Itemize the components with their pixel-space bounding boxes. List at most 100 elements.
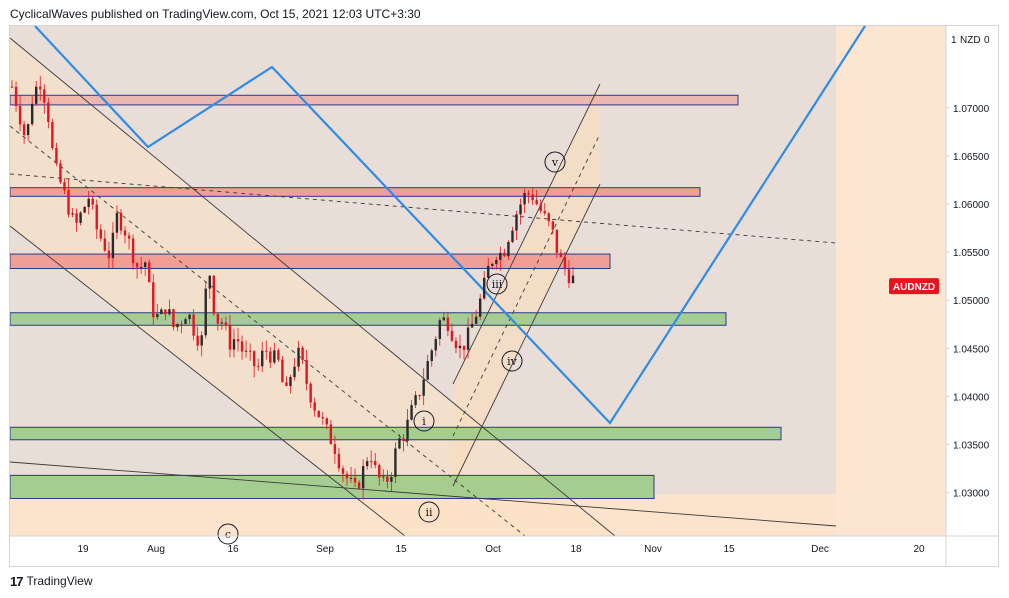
- x-tick-label: 20: [913, 544, 925, 555]
- x-tick-label: Dec: [811, 544, 829, 555]
- candle-body: [224, 322, 228, 326]
- candle-body: [43, 89, 46, 103]
- wave-label-iv: iv: [507, 355, 518, 368]
- candle-body: [527, 192, 530, 195]
- green-zone[interactable]: [10, 312, 727, 326]
- red-zone[interactable]: [10, 94, 739, 106]
- candle-body: [374, 461, 377, 466]
- descending-channel-upper[interactable]: [10, 37, 616, 537]
- candle-body: [503, 252, 506, 257]
- price-tag: AUDNZD: [889, 278, 939, 295]
- y-tick-label: 1.05500: [953, 248, 990, 259]
- candle-body: [107, 250, 111, 259]
- red-zone[interactable]: [10, 187, 701, 197]
- candle-body: [357, 482, 361, 489]
- candle-body: [386, 476, 389, 482]
- candle-body: [531, 194, 534, 201]
- footer-branding[interactable]: 17 TradingView: [10, 570, 93, 592]
- x-tick-label: Sep: [316, 544, 334, 555]
- candle-body: [499, 252, 502, 260]
- candle-body: [434, 338, 437, 351]
- candle-body: [543, 210, 546, 214]
- candle-body: [370, 461, 373, 463]
- candle-body: [430, 350, 433, 362]
- candle-body: [293, 366, 296, 378]
- chart-frame[interactable]: i ii iii iv v c 1 NZD 0 1.07000 1.06500 1.06000…: [9, 25, 999, 567]
- candle-body: [139, 266, 143, 268]
- candle-body: [75, 213, 78, 223]
- candle-body: [402, 438, 405, 441]
- candle-body: [71, 213, 74, 215]
- candle-body: [127, 235, 131, 239]
- ascending-channel-upper[interactable]: [452, 83, 601, 385]
- candle-body: [51, 121, 54, 148]
- candle-body: [563, 256, 567, 270]
- candle-body: [14, 86, 18, 107]
- candle-body: [474, 316, 478, 324]
- cycle-projection-line[interactable]: [34, 26, 866, 425]
- candle-body: [365, 461, 369, 467]
- x-tick-label: Nov: [644, 544, 662, 555]
- x-tick-label: 15: [723, 544, 735, 555]
- candle-body: [212, 275, 215, 314]
- candle-body: [123, 230, 127, 236]
- candle-body: [152, 282, 155, 318]
- candle-body: [184, 319, 187, 325]
- candle-body: [277, 350, 280, 360]
- candle-body: [26, 124, 30, 136]
- candle-body: [285, 382, 288, 386]
- candle-body: [345, 473, 349, 479]
- price-axis[interactable]: [946, 26, 999, 536]
- dashed-resistance-line[interactable]: [10, 173, 837, 244]
- candle-body: [192, 314, 195, 336]
- candle-body: [551, 221, 555, 230]
- candle-body: [156, 314, 159, 318]
- candle-body: [329, 424, 333, 445]
- candle-body: [309, 383, 312, 403]
- candle-body: [305, 360, 308, 384]
- green-zone[interactable]: [10, 426, 782, 441]
- candle-body: [317, 410, 320, 418]
- candle-body: [333, 444, 337, 454]
- candle-body: [478, 298, 482, 317]
- candle-body: [313, 402, 316, 411]
- candle-body: [301, 347, 304, 361]
- wave-label-circle: [217, 523, 239, 545]
- candle-body: [261, 350, 264, 367]
- candle-body: [55, 147, 58, 164]
- candle-body: [507, 241, 510, 257]
- candle-body: [297, 347, 300, 367]
- candle-body: [252, 351, 256, 367]
- axis-top-value: 0: [984, 35, 990, 46]
- descending-channel-lower[interactable]: [10, 225, 406, 537]
- candle-body: [466, 327, 470, 350]
- candle-body: [83, 207, 86, 213]
- candle-body: [361, 466, 365, 489]
- candle-body: [535, 200, 538, 205]
- candle-body: [188, 314, 191, 320]
- candle-body: [483, 277, 486, 299]
- candle-body: [164, 309, 167, 315]
- publish-header: CyclicalWaves published on TradingView.c…: [10, 7, 421, 21]
- candle-body: [325, 418, 329, 425]
- candle-body: [91, 198, 94, 205]
- candle-body: [228, 325, 232, 350]
- candle-body: [220, 322, 224, 324]
- long-support-line[interactable]: [10, 461, 837, 527]
- candle-body: [462, 345, 466, 350]
- descending-channel-midline[interactable]: [10, 125, 526, 537]
- candle-body: [349, 477, 353, 479]
- y-tick-label: 1.06500: [953, 152, 990, 163]
- candle-body: [208, 275, 211, 289]
- candle-body: [273, 350, 276, 363]
- axis-top-label: 1: [951, 35, 957, 46]
- candle-body: [555, 229, 559, 253]
- candle-body: [256, 366, 260, 368]
- red-zone[interactable]: [10, 253, 611, 269]
- candle-body: [559, 252, 563, 257]
- wave-label-circle: [418, 501, 440, 523]
- candle-body: [200, 335, 203, 346]
- x-tick-label: 18: [570, 544, 582, 555]
- wave-label-i: i: [422, 415, 426, 428]
